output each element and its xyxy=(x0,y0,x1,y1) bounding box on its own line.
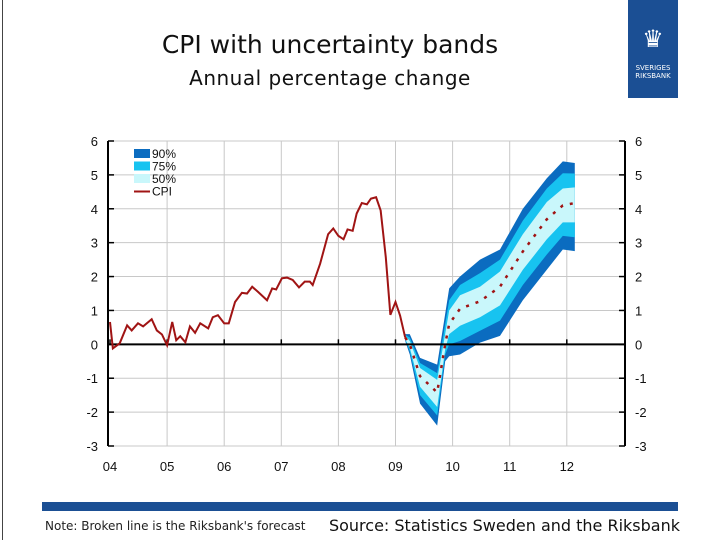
y-tick-label-left: 3 xyxy=(91,236,98,251)
chart-title: CPI with uncertainty bands xyxy=(161,30,499,59)
y-tick-label-right: 3 xyxy=(635,236,642,251)
legend-label: 75% xyxy=(152,160,176,174)
crest-icon: ♛ xyxy=(642,25,664,53)
x-tick-label: 09 xyxy=(388,459,402,474)
y-tick-label-left: 5 xyxy=(91,168,98,183)
x-tick-label: 11 xyxy=(503,459,517,474)
y-tick-label-left: 2 xyxy=(91,270,98,285)
logo-text: SVERIGES RIKSBANK xyxy=(635,64,671,80)
cpi-line xyxy=(109,196,407,351)
legend-label: 90% xyxy=(152,147,176,161)
y-tick-label-left: 0 xyxy=(91,337,98,352)
riksbank-logo: ♛ SVERIGES RIKSBANK xyxy=(628,0,678,98)
y-tick-label-right: 6 xyxy=(635,134,642,149)
y-tick-label-right: 5 xyxy=(635,168,642,183)
footer-source: Source: Statistics Sweden and the Riksba… xyxy=(328,516,680,535)
legend-swatch xyxy=(134,149,150,158)
y-tick-label-right: 4 xyxy=(635,202,642,217)
y-tick-label-left: 1 xyxy=(91,303,98,318)
y-tick-label-left: 6 xyxy=(91,134,98,149)
y-tick-label-right: 2 xyxy=(635,270,642,285)
y-tick-label-right: -2 xyxy=(635,405,647,420)
legend-swatch xyxy=(134,161,150,171)
chart-subtitle: Annual percentage change xyxy=(189,66,471,90)
forecast-line xyxy=(404,201,576,395)
x-tick-label: 04 xyxy=(103,459,117,474)
legend-swatch xyxy=(134,174,150,183)
x-tick-label: 10 xyxy=(445,459,459,474)
y-tick-label-right: -3 xyxy=(635,439,647,454)
x-tick-label: 05 xyxy=(160,459,174,474)
y-tick-label-left: -2 xyxy=(86,405,98,420)
y-tick-label-right: 0 xyxy=(635,337,642,352)
y-tick-label-left: -1 xyxy=(86,371,98,386)
y-tick-label-right: -1 xyxy=(635,371,647,386)
legend-label: CPI xyxy=(152,185,172,199)
x-tick-label: 06 xyxy=(217,459,231,474)
band-50 xyxy=(405,187,575,408)
legend-label: 50% xyxy=(152,172,176,186)
footer-bar xyxy=(42,502,678,511)
y-tick-label-right: 1 xyxy=(635,303,642,318)
left-border xyxy=(2,0,3,540)
footer-note: Note: Broken line is the Riksbank's fore… xyxy=(45,519,306,533)
x-tick-label: 07 xyxy=(274,459,288,474)
x-tick-label: 12 xyxy=(560,459,574,474)
y-tick-label-left: -3 xyxy=(86,439,98,454)
x-tick-label: 08 xyxy=(331,459,345,474)
y-tick-label-left: 4 xyxy=(91,202,98,217)
